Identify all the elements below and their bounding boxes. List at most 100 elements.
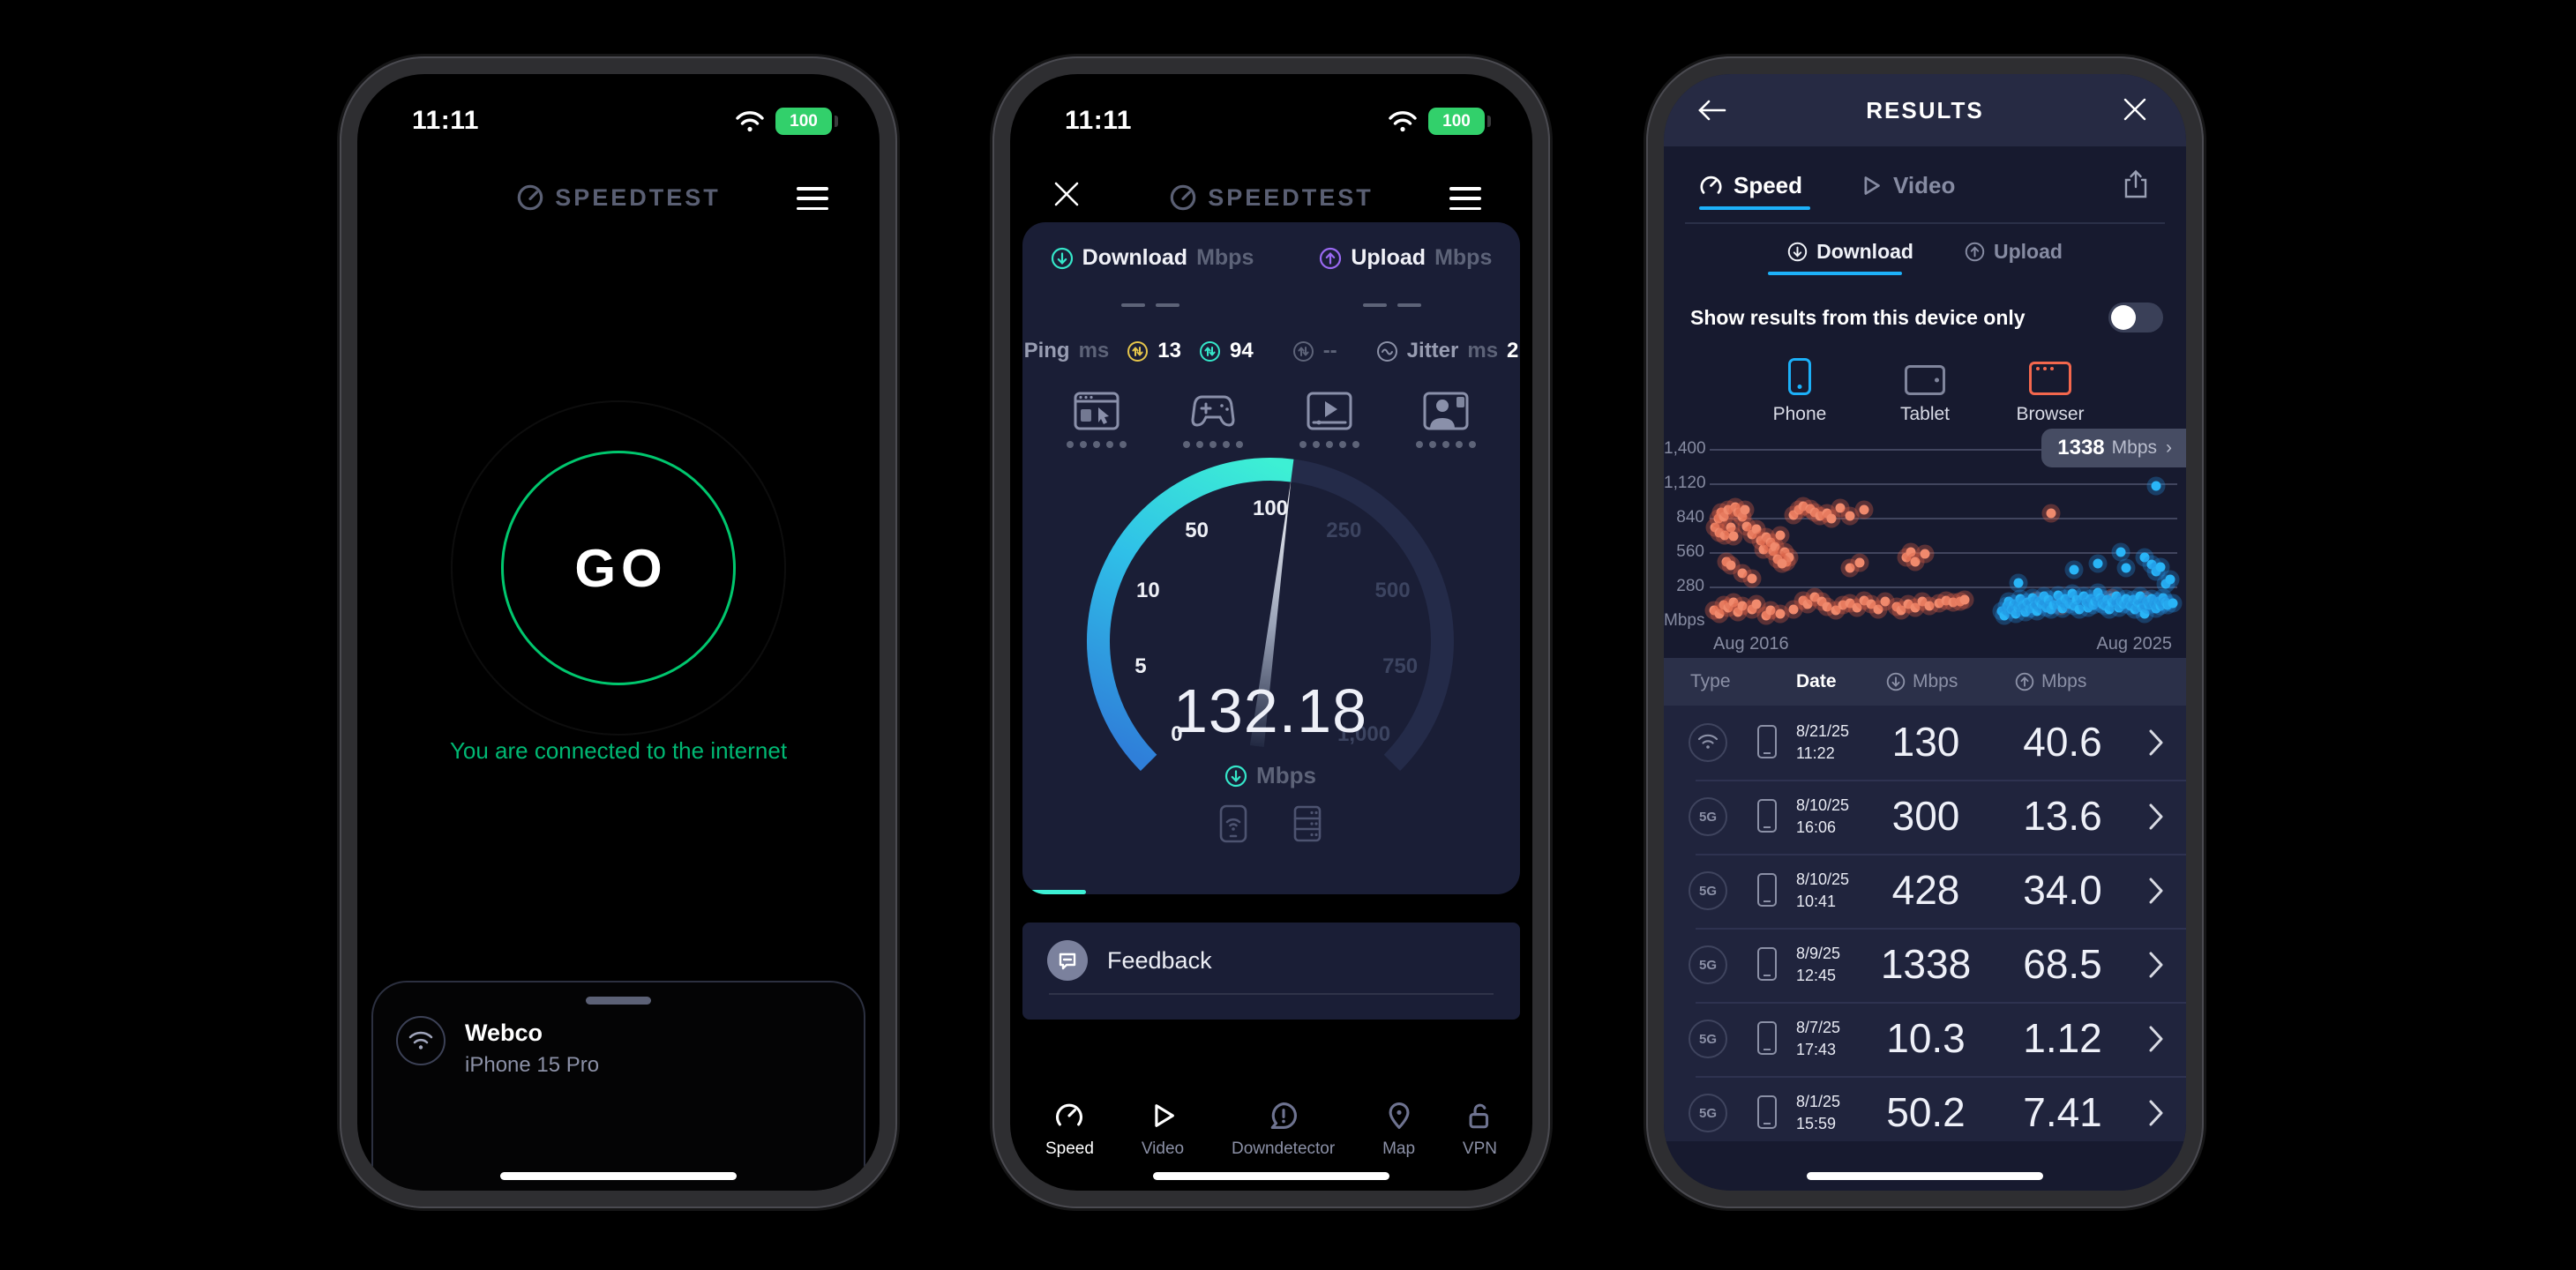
scatter-point[interactable] xyxy=(2111,591,2122,601)
subtab-upload[interactable]: Upload xyxy=(1965,240,2063,264)
scatter-point[interactable] xyxy=(2048,600,2059,610)
scatter-point[interactable] xyxy=(1788,604,1799,615)
subtab-download[interactable]: Download xyxy=(1787,240,1913,264)
table-row[interactable]: 5G 8/9/25 12:45 1338 68.5 xyxy=(1664,928,2186,1002)
results-close-button[interactable] xyxy=(2121,95,2149,123)
scatter-point[interactable] xyxy=(1788,510,1799,520)
scatter-point[interactable] xyxy=(1758,544,1769,555)
scatter-point[interactable] xyxy=(1777,558,1787,569)
scatter-point[interactable] xyxy=(2093,558,2103,569)
scatter-point[interactable] xyxy=(2081,597,2092,608)
scatter-point[interactable] xyxy=(1798,501,1808,512)
scatter-point[interactable] xyxy=(2160,579,2171,589)
scatter-point[interactable] xyxy=(1714,609,1725,619)
scatter-point[interactable] xyxy=(1740,504,1750,515)
scatter-point[interactable] xyxy=(1730,502,1741,512)
scatter-point[interactable] xyxy=(2022,597,2033,608)
scatter-point[interactable] xyxy=(1775,530,1785,540)
scatter-point[interactable] xyxy=(2130,604,2140,615)
scatter-point[interactable] xyxy=(2107,597,2117,608)
scatter-point[interactable] xyxy=(1751,599,1762,609)
scatter-point[interactable] xyxy=(2104,604,2115,615)
device-only-toggle[interactable] xyxy=(2108,303,2163,332)
results-scatter-chart[interactable]: 1,400 1,120 840 560 280 Mbps Aug 2016 Aug 202… xyxy=(1664,427,2186,658)
scatter-point[interactable] xyxy=(2046,508,2056,519)
scatter-point[interactable] xyxy=(2121,563,2131,573)
scatter-point[interactable] xyxy=(1906,547,1916,557)
scatter-point[interactable] xyxy=(1822,508,1831,519)
home-indicator[interactable] xyxy=(500,1172,737,1180)
scatter-point[interactable] xyxy=(2069,564,2079,574)
table-row[interactable]: 5G 8/10/25 10:41 428 34.0 xyxy=(1664,854,2186,928)
scatter-point[interactable] xyxy=(1747,573,1757,584)
scatter-point[interactable] xyxy=(1770,542,1780,552)
scatter-point[interactable] xyxy=(2153,596,2164,607)
scatter-point[interactable] xyxy=(1826,513,1837,524)
scatter-point[interactable] xyxy=(1999,610,2010,621)
chart-tooltip[interactable]: 1338 Mbps › xyxy=(2041,429,2186,467)
scatter-point[interactable] xyxy=(1859,504,1869,515)
table-row[interactable]: 5G 8/10/25 16:06 300 13.6 xyxy=(1664,780,2186,854)
scatter-point[interactable] xyxy=(1779,547,1790,557)
scatter-point[interactable] xyxy=(1761,532,1771,542)
scatter-point[interactable] xyxy=(1910,602,1921,613)
scatter-point[interactable] xyxy=(1768,546,1778,557)
scatter-point[interactable] xyxy=(1816,596,1827,607)
nav-downdetector[interactable]: Downdetector xyxy=(1232,1074,1335,1159)
sheet-drag-handle[interactable] xyxy=(586,997,651,1005)
home-indicator[interactable] xyxy=(1807,1172,2043,1180)
scatter-point[interactable] xyxy=(1756,535,1766,546)
connection-sheet[interactable]: Webco iPhone 15 Pro xyxy=(371,981,865,1191)
tab-speed[interactable]: Speed xyxy=(1699,172,1802,199)
scatter-point[interactable] xyxy=(1948,597,1958,608)
scatter-point[interactable] xyxy=(1934,598,1944,609)
home-indicator[interactable] xyxy=(1153,1172,1389,1180)
scatter-point[interactable] xyxy=(1719,530,1730,540)
scatter-point[interactable] xyxy=(1737,568,1748,579)
scatter-point[interactable] xyxy=(2115,547,2126,557)
scatter-point[interactable] xyxy=(1713,513,1724,524)
nav-vpn[interactable]: VPN xyxy=(1463,1074,1497,1159)
scatter-point[interactable] xyxy=(2137,602,2147,613)
scatter-point[interactable] xyxy=(2093,587,2103,598)
scatter-point[interactable] xyxy=(2067,588,2078,599)
scatter-point[interactable] xyxy=(2165,574,2175,585)
scatter-point[interactable] xyxy=(1765,537,1776,548)
scatter-point[interactable] xyxy=(1835,503,1846,513)
scatter-point[interactable] xyxy=(2011,609,2021,619)
scatter-point[interactable] xyxy=(2013,578,2024,588)
scatter-point[interactable] xyxy=(1896,605,1906,616)
filter-browser[interactable]: Browser xyxy=(2009,356,2092,425)
scatter-point[interactable] xyxy=(1859,595,1869,606)
scatter-point[interactable] xyxy=(1775,609,1785,619)
phone-wifi-icon[interactable] xyxy=(1216,804,1251,843)
scatter-point[interactable] xyxy=(1793,504,1804,515)
scatter-point[interactable] xyxy=(1873,604,1883,615)
scatter-point[interactable] xyxy=(1726,560,1736,571)
scatter-point[interactable] xyxy=(1728,597,1738,608)
nav-speed[interactable]: Speed xyxy=(1045,1074,1094,1159)
scatter-point[interactable] xyxy=(2060,594,2071,604)
scatter-point[interactable] xyxy=(2056,597,2065,608)
server-icon[interactable] xyxy=(1290,804,1325,843)
scatter-point[interactable] xyxy=(1761,610,1771,621)
scatter-point[interactable] xyxy=(2168,598,2178,609)
scatter-point[interactable] xyxy=(1728,531,1738,542)
scatter-point[interactable] xyxy=(1726,522,1736,533)
scatter-point[interactable] xyxy=(2095,593,2106,603)
scatter-point[interactable] xyxy=(2135,591,2145,601)
menu-button[interactable] xyxy=(797,187,828,210)
scatter-point[interactable] xyxy=(1741,521,1752,532)
scatter-point[interactable] xyxy=(1737,512,1748,522)
filter-phone[interactable]: Phone xyxy=(1758,356,1841,425)
scatter-point[interactable] xyxy=(2074,604,2085,615)
feedback-card[interactable]: Feedback xyxy=(1022,923,1520,1020)
scatter-point[interactable] xyxy=(1751,524,1762,534)
scatter-point[interactable] xyxy=(2155,562,2166,572)
scatter-point[interactable] xyxy=(2132,597,2143,608)
scatter-point[interactable] xyxy=(2139,609,2150,619)
scatter-point[interactable] xyxy=(2043,594,2054,605)
scatter-point[interactable] xyxy=(1845,511,1855,521)
scatter-point[interactable] xyxy=(1920,549,1930,559)
scatter-point[interactable] xyxy=(2146,594,2157,604)
